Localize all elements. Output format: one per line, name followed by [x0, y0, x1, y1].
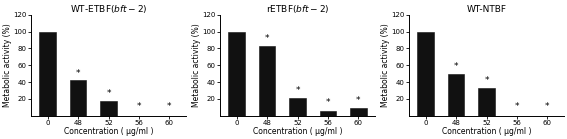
Text: *: * [167, 102, 172, 111]
Text: *: * [545, 102, 550, 111]
Y-axis label: Metabolic activity (%): Metabolic activity (%) [3, 23, 12, 107]
Text: *: * [515, 102, 519, 111]
Text: *: * [454, 62, 458, 71]
Bar [350, 108, 367, 116]
Title: rETBF($\it{bft-2}$): rETBF($\it{bft-2}$) [266, 3, 329, 15]
Bar [259, 46, 276, 116]
Text: *: * [265, 33, 269, 43]
Bar [70, 80, 86, 116]
X-axis label: Concentration ( μg/ml ): Concentration ( μg/ml ) [442, 127, 531, 136]
Text: *: * [137, 102, 141, 111]
X-axis label: Concentration ( μg/ml ): Concentration ( μg/ml ) [64, 127, 153, 136]
Bar [100, 100, 117, 116]
Text: *: * [356, 96, 361, 105]
Bar [478, 88, 495, 116]
Bar [417, 32, 434, 116]
Bar [320, 111, 336, 116]
Bar [39, 32, 56, 116]
Bar [448, 75, 464, 116]
Text: *: * [106, 89, 111, 98]
Y-axis label: Metabolic activity (%): Metabolic activity (%) [192, 23, 201, 107]
Title: WT-ETBF($\it{bft-2}$): WT-ETBF($\it{bft-2}$) [70, 3, 147, 15]
Y-axis label: Metabolic activity (%): Metabolic activity (%) [381, 23, 390, 107]
X-axis label: Concentration ( μg/ml ): Concentration ( μg/ml ) [253, 127, 342, 136]
Text: *: * [295, 86, 300, 95]
Bar [289, 98, 306, 116]
Text: *: * [76, 69, 81, 78]
Text: *: * [326, 98, 330, 107]
Text: *: * [484, 76, 489, 85]
Title: WT-NTBF: WT-NTBF [467, 5, 506, 14]
Bar [228, 32, 245, 116]
